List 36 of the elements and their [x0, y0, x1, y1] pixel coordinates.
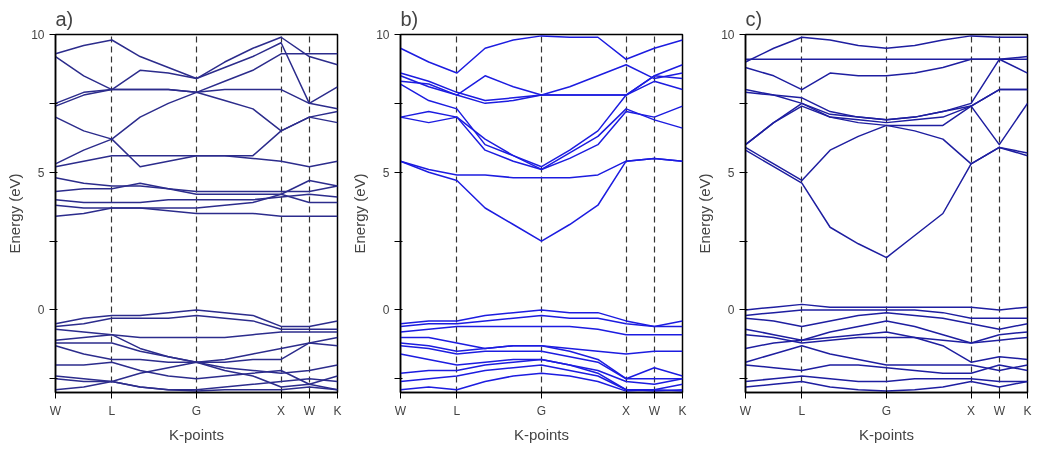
chart-title: b) [400, 7, 419, 30]
x-tick-label: X [277, 403, 286, 418]
y-axis-title: Energy (eV) [6, 173, 24, 254]
x-tick-label: G [191, 403, 202, 418]
x-tick-label: W [648, 403, 661, 418]
x-tick-label: W [49, 403, 62, 418]
y-tick-label: 5 [37, 165, 45, 180]
y-tick-label: 0 [382, 303, 390, 318]
x-tick-label: L [453, 403, 461, 418]
y-tick-label: 10 [376, 28, 390, 42]
y-tick-label: 0 [37, 303, 45, 318]
x-tick-label: K [678, 403, 687, 418]
x-tick-label: L [798, 403, 806, 418]
x-axis-title: K-points [168, 425, 225, 443]
x-axis-title: K-points [858, 425, 915, 443]
x-axis-title: K-points [513, 425, 570, 443]
x-tick-label: W [303, 403, 316, 418]
y-tick-label: 10 [31, 28, 45, 42]
x-tick-label: L [108, 403, 116, 418]
x-tick-label: W [993, 403, 1006, 418]
x-tick-label: K [333, 403, 342, 418]
x-tick-label: X [622, 403, 631, 418]
y-tick-label: 5 [382, 165, 390, 180]
y-tick-label: 5 [727, 165, 735, 180]
x-tick-label: X [967, 403, 976, 418]
chart-title: a) [55, 7, 74, 30]
x-tick-label: W [739, 403, 752, 418]
y-axis-title: Energy (eV) [696, 173, 714, 254]
x-tick-label: G [536, 403, 547, 418]
x-tick-label: G [881, 403, 892, 418]
y-tick-label: 0 [727, 303, 735, 318]
chart-title: c) [745, 7, 763, 30]
y-axis-title: Energy (eV) [351, 173, 369, 254]
x-tick-label: W [394, 403, 407, 418]
y-tick-label: 10 [721, 28, 735, 42]
x-tick-label: K [1023, 403, 1032, 418]
